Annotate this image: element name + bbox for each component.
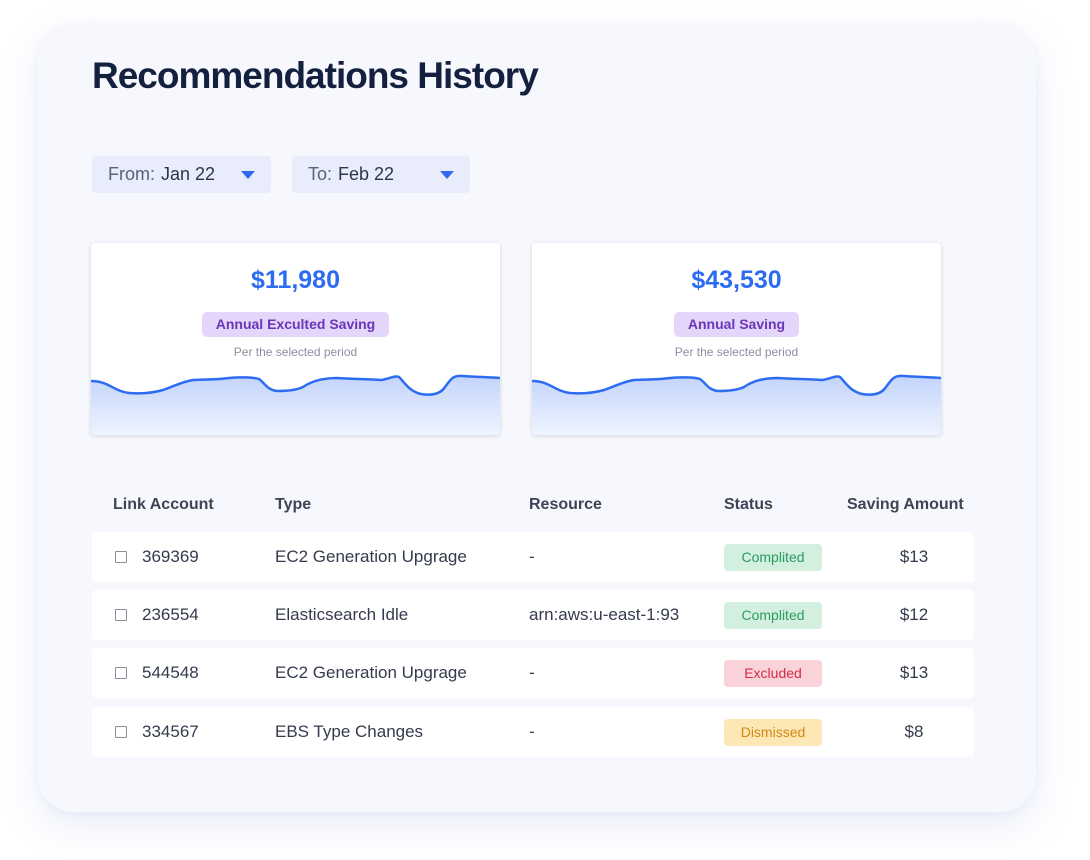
from-date-dropdown[interactable]: From: Jan 22 xyxy=(92,156,271,193)
status-badge: Excluded xyxy=(724,660,822,687)
stat-value: $11,980 xyxy=(251,266,340,294)
caret-down-icon xyxy=(241,171,255,179)
saving-amount-cell: $13 xyxy=(899,547,929,566)
checkbox-icon[interactable] xyxy=(115,609,127,621)
column-header-resource[interactable]: Resource xyxy=(529,496,602,513)
to-value: Feb 22 xyxy=(338,164,395,184)
from-value: Jan 22 xyxy=(161,164,216,184)
checkbox-icon[interactable] xyxy=(115,551,127,563)
stat-badge: Annual Exculted Saving xyxy=(201,312,390,337)
sparkline-line xyxy=(91,374,500,396)
table-row[interactable]: 369369 EC2 Generation Upgrage - Complite… xyxy=(92,532,974,582)
table-row[interactable]: 544548 EC2 Generation Upgrage - Excluded… xyxy=(92,648,974,698)
sparkline-area xyxy=(91,375,500,435)
from-label: From: xyxy=(108,164,155,184)
resource-cell: - xyxy=(529,663,535,682)
status-badge: Complited xyxy=(724,544,822,571)
stat-value: $43,530 xyxy=(691,266,782,294)
stat-subtitle: Per the selected period xyxy=(233,345,358,359)
checkbox-icon[interactable] xyxy=(115,726,127,738)
column-header-saving-amount[interactable]: Saving Amount xyxy=(847,496,964,513)
saving-amount-cell: $8 xyxy=(904,722,924,741)
link-account-cell: 369369 xyxy=(142,547,199,566)
sparkline-line xyxy=(532,374,941,396)
stat-subtitle: Per the selected period xyxy=(674,345,799,359)
to-date-dropdown[interactable]: To: Feb 22 xyxy=(292,156,470,193)
caret-down-icon xyxy=(440,171,454,179)
checkbox-icon[interactable] xyxy=(115,667,127,679)
type-cell: EBS Type Changes xyxy=(275,722,424,741)
link-account-cell: 334567 xyxy=(142,722,199,741)
resource-cell: - xyxy=(529,547,535,566)
column-header-status[interactable]: Status xyxy=(724,496,773,513)
type-cell: Elasticsearch Idle xyxy=(275,605,409,624)
column-header-type[interactable]: Type xyxy=(275,496,312,513)
sparkline-area xyxy=(532,375,941,435)
resource-cell: - xyxy=(529,722,535,741)
to-label: To: xyxy=(308,164,333,184)
type-cell: EC2 Generation Upgrage xyxy=(275,547,467,566)
column-header-link-account[interactable]: Link Account xyxy=(113,496,214,513)
resource-cell: arn:aws:u-east-1:93 xyxy=(529,605,680,624)
stat-card-exculted-saving: $11,980 Annual Exculted Saving Per the s… xyxy=(91,243,500,435)
stat-badge: Annual Saving xyxy=(673,312,800,337)
status-badge: Complited xyxy=(724,602,822,629)
link-account-cell: 544548 xyxy=(142,663,199,682)
stat-card-annual-saving: $43,530 Annual Saving Per the selected p… xyxy=(532,243,941,435)
saving-amount-cell: $12 xyxy=(899,605,929,624)
sparkline-chart xyxy=(91,374,500,435)
status-badge: Dismissed xyxy=(724,719,822,746)
sparkline-chart xyxy=(532,374,941,435)
table-row[interactable]: 236554 Elasticsearch Idle arn:aws:u-east… xyxy=(92,590,974,640)
saving-amount-cell: $13 xyxy=(899,663,929,682)
page-title: Recommendations History xyxy=(92,55,539,96)
table-row[interactable]: 334567 EBS Type Changes - Dismissed $8 xyxy=(92,707,974,757)
type-cell: EC2 Generation Upgrage xyxy=(275,663,467,682)
link-account-cell: 236554 xyxy=(142,605,199,624)
